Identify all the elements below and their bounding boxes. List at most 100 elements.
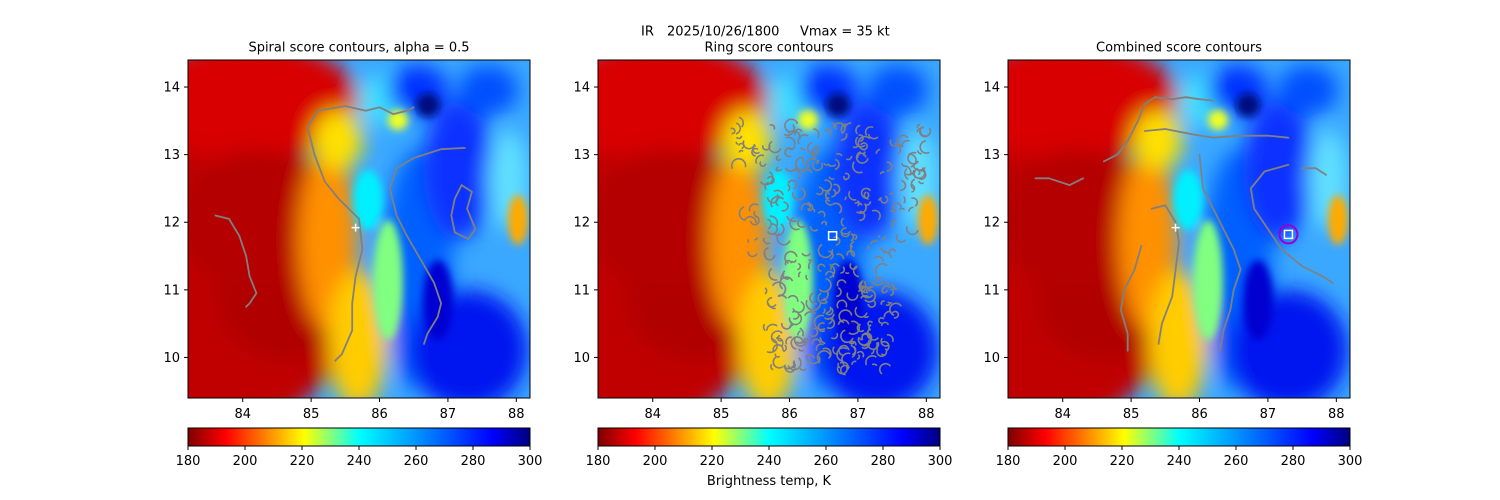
y-tick-label: 10	[573, 351, 590, 366]
ring-contour	[834, 158, 840, 171]
ring-contour	[837, 362, 841, 369]
panel-title: Combined score contours	[1096, 41, 1262, 56]
ring-contour	[825, 193, 830, 199]
ring-contour	[879, 171, 885, 175]
x-tick-label: 87	[440, 407, 457, 422]
ring-contour	[860, 285, 866, 293]
colorbar-tick-label: 240	[347, 454, 372, 469]
contour-line	[1034, 177, 1085, 186]
colorbar-label: Brightness temp, K	[707, 474, 832, 489]
plot-area	[508, 40, 940, 430]
ring-contour	[832, 236, 841, 246]
colorbar-tick-label: 240	[757, 454, 782, 469]
ring-contour	[879, 362, 892, 375]
ring-contour	[781, 320, 793, 330]
ring-contour	[843, 175, 847, 181]
ring-contour	[809, 291, 818, 305]
colorbar-tick-label: 260	[404, 454, 429, 469]
ring-contour	[779, 276, 794, 290]
center-square-marker	[1283, 229, 1294, 240]
ring-contour	[792, 300, 805, 314]
contour-line	[364, 106, 415, 115]
ring-contour	[765, 323, 778, 331]
ring-contour	[890, 290, 895, 296]
ring-contour	[755, 154, 765, 165]
axes-frame	[597, 59, 941, 399]
x-tick-label: 85	[303, 407, 320, 422]
ring-contour	[827, 189, 831, 195]
ring-contour	[817, 322, 826, 333]
y-tick-label: 14	[983, 81, 1000, 96]
colorbar-tick-label: 300	[928, 454, 953, 469]
ring-contour	[768, 267, 778, 281]
center-plus-marker	[351, 223, 360, 232]
ring-contour	[869, 240, 878, 245]
ring-contour	[811, 145, 821, 159]
ring-contour	[770, 195, 783, 208]
ring-contour	[783, 124, 796, 137]
ring-contour	[738, 206, 746, 221]
ring-contour	[840, 132, 848, 141]
ring-contour	[793, 128, 803, 136]
ring-contour	[880, 353, 887, 356]
colorbar	[187, 427, 531, 447]
colorbar-tick-label: 220	[290, 454, 315, 469]
figure-suptitle-intensity: Vmax = 35 kt	[800, 25, 890, 40]
ring-contour	[819, 337, 826, 345]
ring-contour	[735, 141, 739, 145]
ring-contour	[787, 130, 801, 139]
ring-contour	[855, 124, 861, 135]
ring-contour	[878, 317, 885, 324]
panel-title: Spiral score contours, alpha = 0.5	[248, 41, 469, 56]
ring-contour	[832, 202, 843, 214]
ring-contour	[859, 210, 866, 222]
ring-contour	[766, 338, 778, 354]
ring-contour	[891, 310, 900, 319]
axes-frame	[187, 59, 531, 399]
colorbar-tick-label: 260	[1224, 454, 1249, 469]
colorbar-tick-label: 200	[233, 454, 258, 469]
ring-contour	[792, 187, 806, 201]
ring-contour	[889, 302, 902, 316]
ring-contour	[910, 183, 916, 193]
ring-contour	[805, 354, 816, 359]
ring-contour	[919, 140, 930, 154]
ring-contour	[780, 272, 785, 281]
ring-contour	[818, 277, 832, 293]
ring-contour	[823, 162, 830, 166]
ring-contour	[775, 337, 784, 347]
ring-contour	[817, 243, 834, 259]
ring-contour	[875, 148, 881, 154]
ring-contour	[855, 151, 869, 164]
ring-contour	[797, 156, 805, 164]
ring-contour	[751, 147, 759, 157]
plot-area	[98, 40, 530, 430]
ring-contour	[773, 223, 785, 236]
ring-contour	[811, 338, 821, 345]
ring-contour	[786, 215, 797, 223]
ring-contour	[789, 216, 800, 231]
ring-contour	[817, 263, 826, 272]
ring-contour	[800, 203, 811, 211]
ring-contour	[864, 126, 874, 136]
contour-line	[1198, 153, 1242, 352]
ring-contour	[821, 220, 828, 226]
ring-contour	[787, 294, 799, 302]
center-circle-marker	[1278, 224, 1299, 245]
ring-contour-cluster	[730, 116, 932, 376]
ring-contour	[861, 191, 870, 199]
ring-contour	[795, 158, 810, 172]
ring-contour	[825, 199, 834, 206]
ring-contour	[824, 128, 832, 136]
ring-contour	[860, 187, 872, 197]
ring-contour	[784, 147, 794, 158]
ring-contour	[776, 166, 779, 172]
ring-contour	[769, 215, 779, 227]
ring-contour	[873, 255, 884, 262]
ring-contour	[867, 320, 874, 327]
y-tick-label: 12	[163, 216, 180, 231]
ring-contour	[798, 365, 807, 371]
colorbar-tick-label: 200	[1053, 454, 1078, 469]
ring-contour	[776, 232, 791, 246]
y-tick-label: 12	[573, 216, 590, 231]
